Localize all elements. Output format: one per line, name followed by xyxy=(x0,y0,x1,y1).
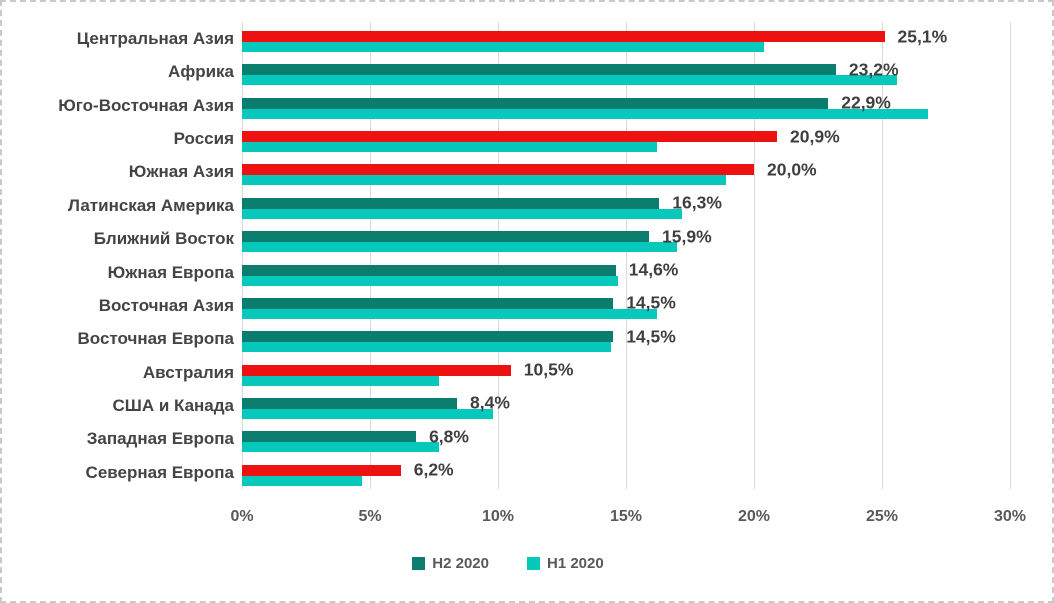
category-label: Ближний Восток xyxy=(93,229,234,249)
legend-item-h1-2020[interactable]: H1 2020 xyxy=(527,555,604,572)
h1-bar[interactable] xyxy=(242,75,898,86)
category-label: Восточная Азия xyxy=(98,295,234,315)
legend-item-h2-2020[interactable]: H2 2020 xyxy=(412,555,489,572)
h1-bar[interactable] xyxy=(242,475,363,486)
data-label: 15,9% xyxy=(662,226,712,247)
legend-label: H2 2020 xyxy=(432,555,489,572)
gridline-0% xyxy=(242,22,243,489)
category-label: Россия xyxy=(173,129,234,149)
data-label: 20,0% xyxy=(767,159,817,180)
x-tick-label: 10% xyxy=(481,508,515,525)
h1-bar[interactable] xyxy=(242,42,765,52)
x-tick-label: 25% xyxy=(865,508,899,525)
h2-bar[interactable] xyxy=(242,197,660,209)
h1-bar[interactable] xyxy=(242,275,619,286)
x-tick-label: 20% xyxy=(737,508,771,525)
category-label: Восточная Европа xyxy=(77,329,234,349)
legend-swatch-icon xyxy=(412,557,426,570)
data-label: 25,1% xyxy=(897,26,948,46)
data-label: 14,6% xyxy=(628,259,679,280)
x-tick-label: 5% xyxy=(358,508,382,525)
category-label: Африка xyxy=(168,62,234,82)
h2-bar[interactable] xyxy=(242,131,778,143)
gridline-25% xyxy=(882,22,883,489)
h1-bar[interactable] xyxy=(242,208,683,219)
h1-bar[interactable] xyxy=(242,375,440,386)
h2-bar[interactable] xyxy=(242,164,754,176)
h2-bar[interactable] xyxy=(242,231,650,243)
data-label: 16,3% xyxy=(672,192,722,213)
h2-bar[interactable] xyxy=(242,64,836,76)
h1-bar[interactable] xyxy=(242,108,929,119)
h2-bar[interactable] xyxy=(242,431,417,443)
x-tick-label: 0% xyxy=(230,508,254,525)
gridline-15% xyxy=(626,22,627,489)
data-label: 20,9% xyxy=(790,126,840,147)
category-label: Центральная Азия xyxy=(76,29,234,48)
gridline-5% xyxy=(370,22,371,489)
legend: H2 2020 H1 2020 xyxy=(2,555,1033,572)
gridline-20% xyxy=(754,22,755,489)
legend-label: H1 2020 xyxy=(547,555,604,572)
h2-bar[interactable] xyxy=(242,397,458,409)
h2-bar[interactable] xyxy=(242,331,614,343)
data-label: 6,2% xyxy=(413,459,454,480)
category-label: Северная Европа xyxy=(85,462,234,482)
data-label: 22,9% xyxy=(841,92,891,113)
h1-bar[interactable] xyxy=(242,242,678,253)
gridline-10% xyxy=(498,22,499,489)
h2-bar[interactable] xyxy=(242,264,616,276)
category-label: Южная Европа xyxy=(107,262,234,282)
data-label: 8,4% xyxy=(470,392,510,413)
h1-bar[interactable] xyxy=(242,442,440,453)
h1-bar[interactable] xyxy=(242,342,611,353)
h2-bar[interactable] xyxy=(242,31,885,42)
h1-bar[interactable] xyxy=(242,175,726,186)
data-label: 10,5% xyxy=(523,359,574,380)
legend-swatch-icon xyxy=(527,557,540,570)
h1-bar[interactable] xyxy=(242,408,493,419)
category-label: США и Канада xyxy=(112,395,234,415)
h2-bar[interactable] xyxy=(242,97,829,109)
data-label: 6,8% xyxy=(429,426,469,447)
h1-bar[interactable] xyxy=(242,142,657,153)
x-tick-label: 30% xyxy=(993,508,1027,525)
h1-bar[interactable] xyxy=(242,308,657,319)
h2-bar[interactable] xyxy=(242,464,401,476)
category-label: Западная Европа xyxy=(86,429,234,449)
data-label: 14,5% xyxy=(626,326,676,347)
gridline-30% xyxy=(1010,22,1011,489)
category-label: Юго-Восточная Азия xyxy=(58,95,234,115)
category-label: Австралия xyxy=(142,362,234,382)
x-tick-label: 15% xyxy=(609,508,643,525)
category-label: Латинская Америка xyxy=(67,195,234,215)
h2-bar[interactable] xyxy=(242,364,511,376)
data-label: 14,5% xyxy=(626,292,676,313)
h2-bar[interactable] xyxy=(242,297,614,309)
data-label: 23,2% xyxy=(848,59,899,80)
category-label: Южная Азия xyxy=(128,162,234,182)
